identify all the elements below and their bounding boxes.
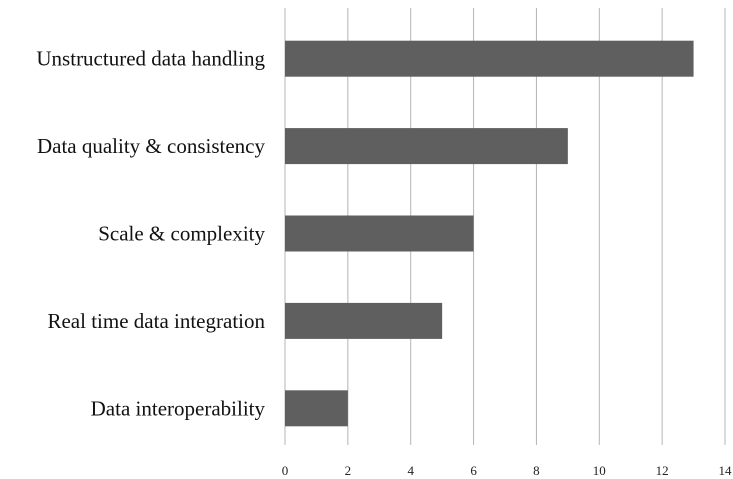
x-tick-label: 4 [407, 463, 414, 478]
x-tick-label: 14 [719, 463, 733, 478]
bar-real-time-data-integration [285, 302, 443, 339]
category-labels: Unstructured data handling Data quality &… [36, 47, 265, 421]
x-tick-label: 8 [533, 463, 540, 478]
category-label: Data interoperability [91, 396, 266, 420]
x-tick-label: 10 [593, 463, 606, 478]
bar-data-interoperability [285, 390, 348, 427]
x-tick-label: 12 [656, 463, 669, 478]
category-label: Data quality & consistency [37, 134, 266, 158]
bar-data-quality-consistency [285, 128, 568, 165]
bar-unstructured-data-handling [285, 40, 694, 77]
category-label: Scale & complexity [98, 222, 265, 246]
x-tick-labels: 0 2 4 6 8 10 12 14 [282, 463, 732, 478]
category-label: Unstructured data handling [36, 47, 265, 71]
x-tick-label: 6 [470, 463, 477, 478]
category-label: Real time data integration [47, 309, 265, 333]
bar-scale-complexity [285, 215, 474, 252]
x-tick-label: 2 [345, 463, 352, 478]
x-tick-label: 0 [282, 463, 289, 478]
bars [285, 40, 694, 427]
